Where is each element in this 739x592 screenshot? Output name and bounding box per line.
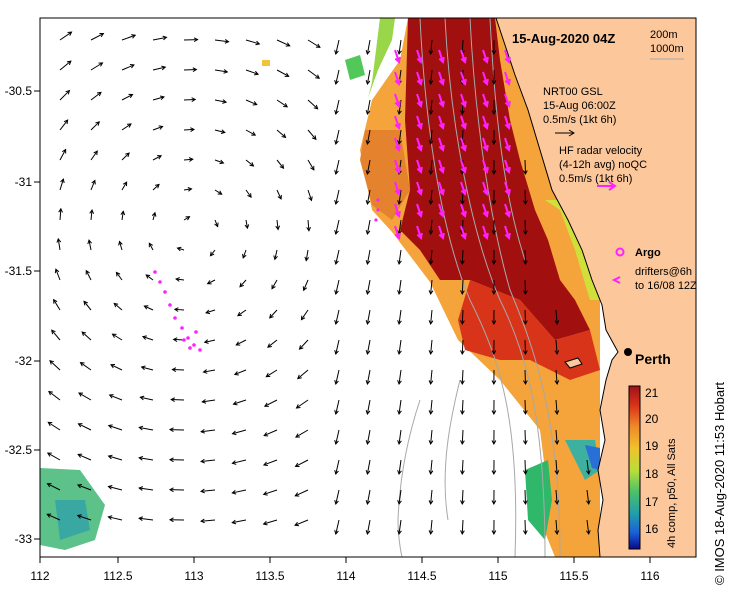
drifter-track bbox=[153, 198, 380, 352]
lon-axis-labels: 112 112.5 113 113.5 114 114.5 115 115.5 … bbox=[30, 569, 659, 583]
lon-label: 114 bbox=[336, 569, 355, 583]
colorbar-tick: 19 bbox=[645, 439, 659, 453]
lat-label: -33 bbox=[15, 532, 33, 546]
credit-label: © IMOS 18-Aug-2020 11:53 Hobart bbox=[712, 381, 727, 585]
hf-scale: 0.5m/s (1kt 6h) bbox=[559, 173, 632, 185]
drifter-icon bbox=[611, 276, 621, 284]
argo-legend: Argo drifters@6h to 16/08 12Z bbox=[611, 247, 697, 292]
perth-marker: Perth bbox=[624, 348, 671, 367]
nrt-title: NRT00 GSL bbox=[543, 86, 603, 98]
isobath-label-1000: 1000m bbox=[650, 43, 684, 55]
isobath-legend: 200m 1000m bbox=[650, 29, 684, 60]
lon-label: 115.5 bbox=[559, 569, 588, 583]
argo-icon bbox=[615, 247, 625, 257]
sst-field bbox=[40, 18, 600, 557]
hf-radar-vectors bbox=[394, 49, 511, 240]
hf-title: HF radar velocity bbox=[559, 145, 643, 157]
drifter-label-2: to 16/08 12Z bbox=[635, 280, 697, 292]
colorbar-tick: 20 bbox=[645, 412, 659, 426]
lat-axis-labels: -30.5 -31 -31.5 -32 -32.5 -33 bbox=[5, 84, 33, 546]
lon-label: 112.5 bbox=[103, 569, 132, 583]
lat-label: -31.5 bbox=[5, 264, 33, 278]
lon-label: 115 bbox=[488, 569, 507, 583]
lon-label: 113.5 bbox=[255, 569, 284, 583]
lon-label: 112 bbox=[30, 569, 49, 583]
colorbar-tick: 17 bbox=[645, 495, 659, 509]
map-title: 15-Aug-2020 04Z bbox=[512, 31, 615, 46]
colorbar-title: 4h comp, p50, All Sats bbox=[666, 438, 678, 548]
hf-sub: (4-12h avg) noQC bbox=[559, 159, 647, 171]
lat-label: -31 bbox=[15, 175, 33, 189]
colorbar-tick: 21 bbox=[645, 386, 659, 400]
drifter-label-1: drifters@6h bbox=[635, 266, 692, 278]
rottnest-island bbox=[564, 357, 583, 369]
lon-label: 114.5 bbox=[407, 569, 436, 583]
land-area bbox=[495, 17, 697, 558]
sst-colorbar: 21 20 19 18 17 16 bbox=[628, 385, 659, 550]
lat-label: -32 bbox=[15, 354, 33, 368]
argo-label: Argo bbox=[635, 247, 661, 259]
velocity-legend: NRT00 GSL 15-Aug 06:00Z 0.5m/s (1kt 6h) … bbox=[543, 86, 647, 191]
lat-label: -32.5 bbox=[5, 443, 33, 457]
axis-ticks bbox=[34, 90, 651, 563]
nrt-time: 15-Aug 06:00Z bbox=[543, 100, 616, 112]
nrt-scale: 0.5m/s (1kt 6h) bbox=[543, 114, 616, 126]
isobath-lines bbox=[397, 17, 561, 558]
lon-label: 116 bbox=[640, 569, 659, 583]
city-dot-icon bbox=[624, 348, 632, 356]
lat-label: -30.5 bbox=[5, 84, 33, 98]
colorbar-tick: 18 bbox=[645, 467, 659, 481]
colorbar-tick: 16 bbox=[645, 522, 659, 536]
isobath-label-200: 200m bbox=[650, 29, 678, 41]
lon-label: 113 bbox=[184, 569, 203, 583]
city-label: Perth bbox=[635, 351, 671, 367]
map-frame bbox=[39, 17, 697, 558]
